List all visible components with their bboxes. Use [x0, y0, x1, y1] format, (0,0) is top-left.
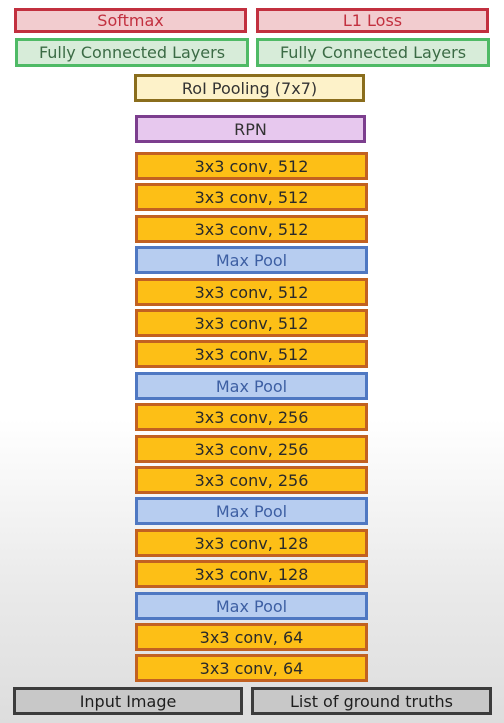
- softmax-label: Softmax: [97, 11, 164, 30]
- layer-label: 3x3 conv, 512: [194, 219, 309, 239]
- conv-layer: 3x3 conv, 512: [135, 278, 368, 306]
- ground-truths-box: List of ground truths: [251, 687, 492, 715]
- l1-loss-box: L1 Loss: [256, 8, 489, 33]
- layer-label: 3x3 conv, 512: [194, 282, 309, 302]
- layer-label: Max Pool: [215, 596, 288, 616]
- layer-label: 3x3 conv, 256: [194, 470, 309, 490]
- fc-layers-right-label: Fully Connected Layers: [279, 43, 467, 62]
- layer-label: 3x3 conv, 512: [194, 344, 309, 364]
- conv-layer: 3x3 conv, 128: [135, 529, 368, 557]
- max-pool-layer: Max Pool: [135, 592, 368, 620]
- conv-layer: 3x3 conv, 512: [135, 183, 368, 211]
- layer-label: Max Pool: [215, 501, 288, 521]
- conv-layer: 3x3 conv, 256: [135, 435, 368, 463]
- softmax-box: Softmax: [14, 8, 247, 33]
- layer-label: 3x3 conv, 64: [199, 627, 304, 647]
- fc-layers-left-box: Fully Connected Layers: [15, 38, 249, 67]
- layer-label: 3x3 conv, 128: [194, 564, 309, 584]
- roi-pooling-box: RoI Pooling (7x7): [134, 74, 365, 102]
- max-pool-layer: Max Pool: [135, 246, 368, 274]
- layer-label: 3x3 conv, 512: [194, 156, 309, 176]
- conv-layer: 3x3 conv, 512: [135, 215, 368, 243]
- layer-label: Max Pool: [215, 250, 288, 270]
- layer-label: Max Pool: [215, 376, 288, 396]
- layer-label: 3x3 conv, 64: [199, 658, 304, 678]
- roi-pooling-label: RoI Pooling (7x7): [181, 78, 318, 98]
- l1-loss-label: L1 Loss: [342, 11, 403, 30]
- layer-label: 3x3 conv, 256: [194, 407, 309, 427]
- conv-layer: 3x3 conv, 512: [135, 309, 368, 337]
- ground-truths-label: List of ground truths: [290, 691, 453, 711]
- input-image-label: Input Image: [79, 691, 177, 711]
- fc-layers-right-box: Fully Connected Layers: [256, 38, 490, 67]
- layer-label: 3x3 conv, 512: [194, 313, 309, 333]
- rpn-label: RPN: [234, 119, 267, 139]
- conv-layer: 3x3 conv, 256: [135, 466, 368, 494]
- conv-layer: 3x3 conv, 512: [135, 340, 368, 368]
- fc-layers-left-label: Fully Connected Layers: [38, 43, 226, 62]
- conv-layer: 3x3 conv, 64: [135, 623, 368, 651]
- rpn-box: RPN: [135, 115, 366, 143]
- conv-layer: 3x3 conv, 64: [135, 654, 368, 682]
- layer-label: 3x3 conv, 128: [194, 533, 309, 553]
- layer-label: 3x3 conv, 512: [194, 187, 309, 207]
- conv-layer: 3x3 conv, 256: [135, 403, 368, 431]
- layer-label: 3x3 conv, 256: [194, 439, 309, 459]
- conv-layer: 3x3 conv, 512: [135, 152, 368, 180]
- max-pool-layer: Max Pool: [135, 497, 368, 525]
- conv-layer: 3x3 conv, 128: [135, 560, 368, 588]
- max-pool-layer: Max Pool: [135, 372, 368, 400]
- input-image-box: Input Image: [13, 687, 243, 715]
